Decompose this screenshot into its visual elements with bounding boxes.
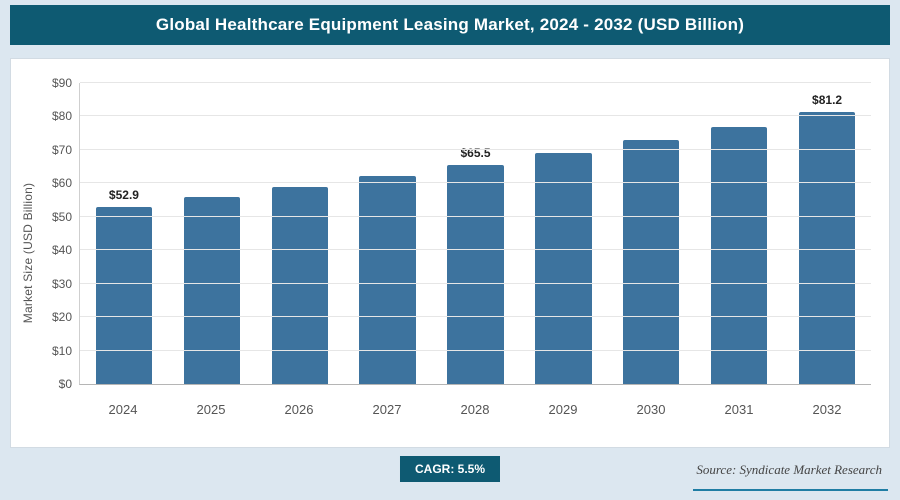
bar-slot-2031 [695,83,783,384]
x-tick-label: 2029 [548,402,578,417]
gridline [80,148,871,150]
y-tick-label: $30 [51,276,72,291]
title-banner: Global Healthcare Equipment Leasing Mark… [10,5,890,45]
x-tick-label: 2028 [460,402,490,417]
y-tick-label: $90 [51,76,72,90]
bar-slot-2026 [256,83,344,384]
bar-slot-2030 [607,83,695,384]
gridline [80,249,871,251]
gridline [80,82,871,83]
bar-2031 [711,126,768,384]
bar-2025 [183,197,240,384]
y-tick-label: $80 [51,109,72,124]
bar-slot-2024: $52.9 [80,83,168,384]
cagr-badge: CAGR: 5.5% [399,456,501,482]
bar-2027 [359,176,416,384]
bar-value-label: $52.9 [108,188,139,203]
y-tick-label: $60 [51,176,72,191]
bar-slot-2029 [519,83,607,384]
plot-area: $52.9 $65.5 $81.2 $0 $10 $20 $30 $40 $50 $60 $70 $… [52,76,871,391]
bar-slot-2027 [344,83,432,384]
y-axis-title: Market Size (USD Billion) [21,182,35,324]
y-tick-label: $50 [51,209,72,224]
x-tick-label: 2024 [108,402,138,417]
source-note: Source: Syndicate Market Research [696,462,882,477]
x-tick-label: 2025 [196,402,226,417]
gridline [80,282,871,284]
y-tick-label: $70 [51,142,72,157]
footer-accent-line [693,489,888,491]
x-tick-label: 2032 [812,402,842,417]
x-tick-label: 2031 [724,402,754,417]
gridline [80,316,871,318]
bar-slot-2028: $65.5 [432,83,520,384]
bars-container: $52.9 $65.5 $81.2 [80,83,871,384]
gridline [80,182,871,184]
bar-2026 [271,187,328,384]
x-tick-label: 2030 [636,402,666,417]
bar-2029 [535,152,592,384]
gridline [80,215,871,217]
y-tick-label: $20 [51,310,72,325]
bar-slot-2025 [168,83,256,384]
bar-slot-2032: $81.2 [783,83,871,384]
chart-panel: Market Size (USD Billion) $52.9 $65.5 $81.… [10,58,890,448]
gridline [80,349,871,351]
gridline [80,115,871,117]
y-tick-label: $0 [58,377,72,391]
bar-2032: $81.2 [798,93,856,384]
bar-2030 [623,140,680,384]
y-tick-label: $10 [51,343,72,358]
chart-title: Global Healthcare Equipment Leasing Mark… [155,15,745,34]
y-tick-label: $40 [51,243,72,258]
bar-value-label: $81.2 [812,93,843,108]
bar-2028: $65.5 [447,146,504,384]
bar-2024: $52.9 [95,188,153,384]
x-tick-label: 2027 [372,402,402,417]
x-tick-label: 2026 [284,402,314,417]
x-axis-labels: 2024 2025 2026 2027 2028 2029 2030 2031 2032 [79,402,871,417]
